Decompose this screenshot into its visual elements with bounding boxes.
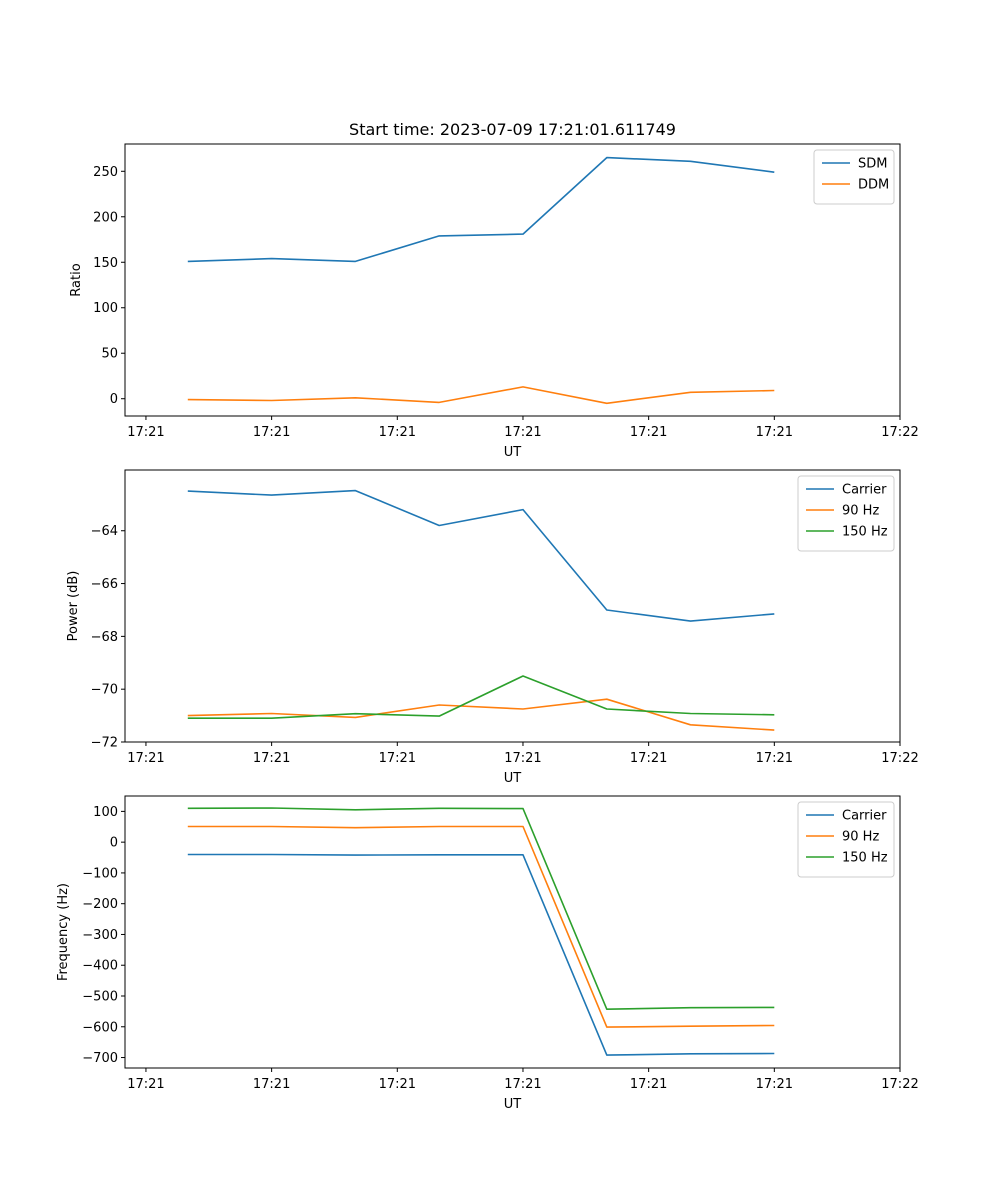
y-tick-label: −600 <box>82 1020 118 1035</box>
y-tick-label: −200 <box>82 897 118 912</box>
y-tick-label: −64 <box>91 524 118 539</box>
x-tick-label: 17:21 <box>379 1077 416 1092</box>
y-tick-label: 150 <box>93 256 118 271</box>
y-tick-label: −72 <box>91 736 118 751</box>
x-tick-label: 17:21 <box>630 1077 667 1092</box>
x-tick-label: 17:22 <box>881 751 918 766</box>
x-tick-label: 17:21 <box>630 425 667 440</box>
series-line-150-hz <box>187 807 775 1011</box>
y-tick-label: −66 <box>91 577 118 592</box>
legend-label: 150 Hz <box>842 525 888 540</box>
y-tick-label: −100 <box>82 866 118 881</box>
x-tick-label: 17:21 <box>379 751 416 766</box>
legend: SDM DDM <box>813 149 895 205</box>
chart-title: Start time: 2023-07-09 17:21:01.611749 <box>349 120 676 139</box>
legend-label: DDM <box>858 178 889 193</box>
axes-frame <box>124 469 901 743</box>
x-tick-label: 17:21 <box>504 1077 541 1092</box>
legend-box <box>797 801 895 878</box>
x-axis-label: UT <box>504 1097 522 1112</box>
y-tick-label: −700 <box>82 1051 118 1066</box>
y-tick-label: 0 <box>110 836 118 851</box>
y-tick-label: 50 <box>101 347 118 362</box>
legend: Carrier 90 Hz 150 Hz <box>797 801 895 878</box>
x-tick-label: 17:22 <box>881 425 918 440</box>
x-tick-label: 17:21 <box>253 1077 290 1092</box>
legend-label: 90 Hz <box>842 830 879 845</box>
legend: Carrier 90 Hz 150 Hz <box>797 475 895 552</box>
x-tick-label: 17:21 <box>379 425 416 440</box>
series-line-sdm <box>187 156 775 263</box>
x-tick-label: 17:21 <box>756 1077 793 1092</box>
series-line-carrier <box>187 853 775 1056</box>
y-axis-label: Ratio <box>69 263 84 296</box>
y-tick-label: 200 <box>93 210 118 225</box>
x-tick-label: 17:21 <box>253 751 290 766</box>
x-tick-label: 17:21 <box>756 425 793 440</box>
panel-1: Start time: 2023-07-09 17:21:01.611749 17… <box>69 120 919 460</box>
x-tick-label: 17:22 <box>881 1077 918 1092</box>
y-tick-label: −400 <box>82 959 118 974</box>
legend-label: Carrier <box>842 809 887 824</box>
series-line-ddm <box>187 386 775 405</box>
legend-label: 90 Hz <box>842 504 879 519</box>
x-tick-label: 17:21 <box>756 751 793 766</box>
series-line-90-hz <box>187 825 775 1028</box>
y-tick-label: −70 <box>91 683 118 698</box>
legend-label: Carrier <box>842 483 887 498</box>
x-axis-label: UT <box>504 445 522 460</box>
y-tick-label: 100 <box>93 805 118 820</box>
x-tick-label: 17:21 <box>504 751 541 766</box>
y-tick-label: −300 <box>82 928 118 943</box>
series-line-150-hz <box>187 675 775 720</box>
y-axis-label: Power (dB) <box>66 571 81 642</box>
x-axis-label: UT <box>504 771 522 786</box>
y-tick-label: 100 <box>93 301 118 316</box>
series-line-carrier <box>187 489 775 622</box>
legend-box <box>797 475 895 552</box>
axes-frame <box>124 795 901 1069</box>
legend-label: SDM <box>858 157 887 172</box>
x-tick-label: 17:21 <box>630 751 667 766</box>
axes-frame <box>124 143 901 417</box>
x-tick-label: 17:21 <box>127 751 164 766</box>
x-tick-label: 17:21 <box>253 425 290 440</box>
y-tick-label: 0 <box>110 392 118 407</box>
y-tick-label: 250 <box>93 165 118 180</box>
x-tick-label: 17:21 <box>127 1077 164 1092</box>
y-tick-label: −68 <box>91 630 118 645</box>
x-tick-label: 17:21 <box>127 425 164 440</box>
y-axis-label: Frequency (Hz) <box>56 883 71 981</box>
series-line-90-hz <box>187 698 775 731</box>
x-tick-label: 17:21 <box>504 425 541 440</box>
panel-2: 17:21 17:21 17:21 17:21 17:21 17:21 17:22 −64 −6… <box>66 469 919 786</box>
panel-3: 17:21 17:21 17:21 17:21 17:21 17:21 17:22 100 0 −… <box>56 795 919 1112</box>
y-tick-label: −500 <box>82 990 118 1005</box>
legend-label: 150 Hz <box>842 851 888 866</box>
